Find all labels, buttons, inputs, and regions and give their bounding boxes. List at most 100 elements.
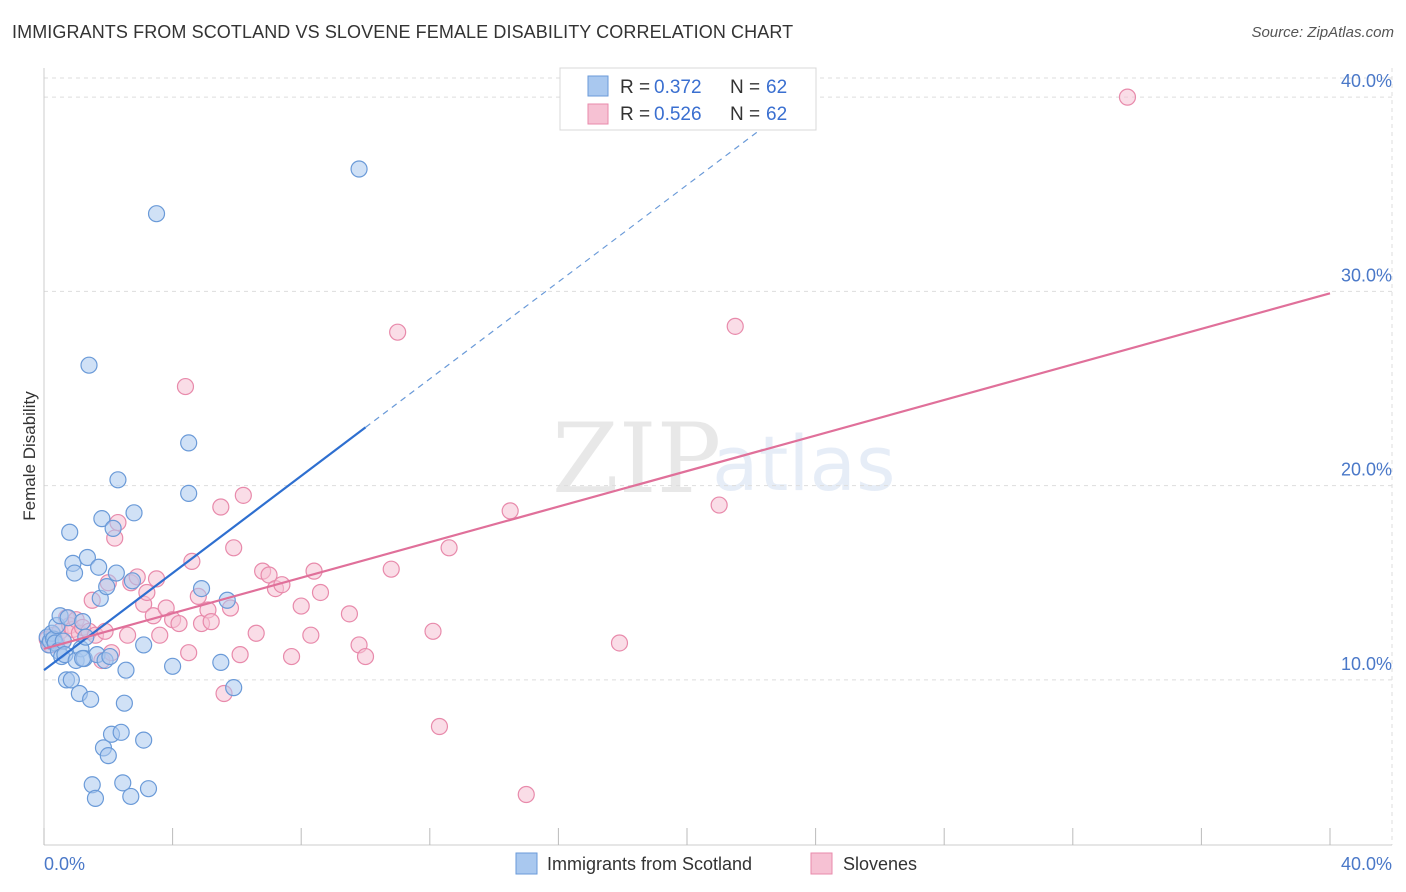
- x-tick-label-max: 40.0%: [1341, 854, 1392, 874]
- top-legend: R = 0.372 N = 62 R = 0.526 N = 62: [559, 67, 817, 131]
- y-axis-label: Female Disability: [20, 391, 39, 521]
- y-tick-label: 10.0%: [1341, 654, 1392, 674]
- x-tick-marks: [43, 828, 1331, 845]
- data-point-scotland: [93, 510, 111, 528]
- data-point-scotland: [104, 519, 122, 537]
- data-point-scotland: [98, 578, 116, 596]
- legend-r-label-slovenes: R =: [620, 104, 650, 125]
- legend-swatch-slovenes: [587, 103, 609, 125]
- data-point-scotland: [65, 564, 84, 582]
- trendline-scotland: [43, 426, 367, 672]
- data-point-slovenes: [170, 614, 188, 633]
- data-point-slovenes: [610, 634, 629, 652]
- axes: [43, 68, 1392, 846]
- data-point-slovenes: [424, 622, 442, 640]
- data-point-slovenes: [517, 785, 535, 804]
- legend-r-value-scotland: 0.372: [654, 77, 702, 98]
- data-point-scotland: [117, 661, 135, 679]
- trendlines: [43, 123, 1331, 672]
- y-tick-labels: 10.0% 20.0% 30.0% 40.0%: [1341, 71, 1392, 674]
- bottom-legend-swatch-scotland: [515, 852, 538, 875]
- data-point-scotland: [115, 694, 133, 712]
- y-tick-label: 40.0%: [1341, 71, 1392, 91]
- data-point-slovenes: [202, 613, 220, 631]
- data-point-scotland: [192, 579, 211, 598]
- bottom-legend-label-scotland: Immigrants from Scotland: [547, 854, 752, 874]
- watermark: ZIP atlas: [552, 403, 896, 515]
- data-point-scotland: [73, 613, 92, 631]
- data-point-slovenes: [1118, 88, 1137, 106]
- data-point-scotland: [135, 731, 153, 749]
- data-point-slovenes: [282, 647, 301, 666]
- data-point-scotland: [99, 747, 117, 765]
- x-tick-label-min: 0.0%: [44, 854, 85, 874]
- bottom-legend-label-slovenes: Slovenes: [843, 854, 917, 874]
- data-point-scotland: [61, 523, 79, 541]
- data-point-scotland: [59, 609, 77, 627]
- data-point-slovenes: [231, 646, 249, 664]
- trendline-slovenes: [43, 292, 1331, 650]
- data-point-slovenes: [389, 323, 407, 341]
- data-point-slovenes: [340, 605, 359, 623]
- data-point-slovenes: [710, 496, 728, 514]
- series-scotland-points: [38, 160, 368, 807]
- data-point-slovenes: [234, 486, 252, 504]
- source-credit: Source: ZipAtlas.com: [1251, 24, 1394, 41]
- data-point-slovenes: [382, 560, 400, 578]
- data-point-slovenes: [247, 624, 265, 642]
- data-point-slovenes: [292, 597, 310, 615]
- data-point-scotland: [125, 504, 143, 522]
- data-point-slovenes: [212, 498, 230, 516]
- data-point-scotland: [147, 205, 166, 223]
- data-point-slovenes: [225, 539, 243, 557]
- watermark-zip: ZIP: [552, 403, 721, 515]
- data-point-scotland: [107, 564, 125, 582]
- data-point-scotland: [180, 434, 198, 452]
- data-point-scotland: [73, 649, 92, 668]
- data-point-scotland: [122, 787, 140, 806]
- data-point-scotland: [164, 657, 182, 675]
- data-point-scotland: [82, 690, 100, 708]
- bottom-legend-swatch-slovenes: [810, 852, 833, 875]
- data-point-slovenes: [183, 552, 201, 570]
- data-point-scotland: [90, 558, 108, 576]
- bottom-legend: Immigrants from Scotland Slovenes: [515, 852, 917, 875]
- data-point-slovenes: [118, 626, 137, 644]
- data-point-scotland: [350, 160, 368, 178]
- data-point-slovenes: [302, 626, 320, 644]
- data-point-scotland: [135, 636, 153, 654]
- trendline-scotland-extension: [365, 123, 768, 428]
- y-tick-label: 30.0%: [1341, 265, 1392, 285]
- data-point-scotland: [86, 789, 105, 807]
- data-point-scotland: [123, 572, 142, 590]
- data-point-slovenes: [151, 626, 169, 644]
- data-point-scotland: [212, 653, 230, 672]
- legend-n-value-scotland: 62: [766, 77, 787, 98]
- data-point-scotland: [225, 679, 243, 697]
- data-point-scotland: [109, 471, 127, 489]
- data-point-scotland: [114, 774, 132, 792]
- chart-title: IMMIGRANTS FROM SCOTLAND VS SLOVENE FEMA…: [12, 22, 794, 42]
- data-point-slovenes: [180, 644, 198, 662]
- y-tick-label: 20.0%: [1341, 460, 1392, 480]
- legend-n-label-scotland: N =: [730, 77, 760, 98]
- legend-r-value-slovenes: 0.526: [654, 104, 702, 125]
- legend-r-label-scotland: R =: [620, 77, 650, 98]
- data-point-scotland: [139, 780, 158, 798]
- data-point-slovenes: [176, 377, 195, 396]
- legend-swatch-scotland: [587, 75, 609, 97]
- data-point-scotland: [112, 723, 130, 741]
- data-point-slovenes: [430, 717, 449, 736]
- data-point-scotland: [78, 548, 97, 567]
- watermark-atlas: atlas: [712, 419, 896, 508]
- legend-n-value-slovenes: 62: [766, 104, 787, 125]
- data-point-slovenes: [356, 647, 375, 666]
- data-point-scotland: [80, 356, 98, 374]
- data-point-slovenes: [501, 502, 519, 520]
- legend-n-label-slovenes: N =: [730, 104, 760, 125]
- data-point-slovenes: [311, 583, 330, 602]
- data-point-slovenes: [440, 539, 458, 557]
- data-point-scotland: [101, 647, 119, 666]
- data-point-slovenes: [726, 317, 744, 335]
